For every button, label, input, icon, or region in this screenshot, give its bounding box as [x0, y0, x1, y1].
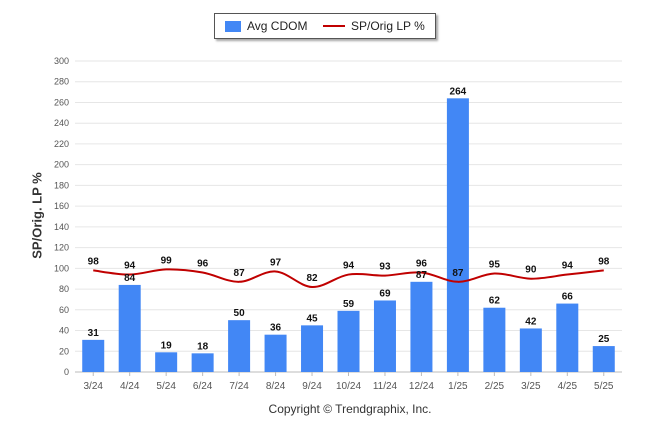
y-tick-label: 120 — [54, 243, 69, 253]
bar-value-label: 264 — [450, 86, 467, 97]
y-tick-label: 300 — [54, 56, 69, 66]
y-tick-label: 240 — [54, 118, 69, 128]
x-tick-label: 8/24 — [266, 381, 286, 392]
line-value-label: 99 — [161, 255, 173, 266]
y-tick-label: 280 — [54, 77, 69, 87]
y-tick-label: 80 — [59, 284, 69, 294]
y-tick-label: 260 — [54, 97, 69, 107]
x-tick-label: 5/24 — [156, 381, 176, 392]
bar-5/25[interactable] — [592, 346, 615, 372]
bar-12/24[interactable] — [410, 281, 433, 372]
bar-11/24[interactable] — [373, 300, 396, 372]
bar-1/25[interactable] — [446, 98, 469, 372]
gridlines — [75, 60, 622, 373]
legend-item-avg-cdom[interactable]: Avg CDOM — [225, 19, 307, 33]
line-value-label: 82 — [306, 273, 318, 284]
line-value-label: 95 — [489, 260, 501, 271]
x-tick-label: 7/24 — [229, 381, 249, 392]
y-tick-label: 160 — [54, 201, 69, 211]
legend: Avg CDOM SP/Orig LP % — [214, 13, 436, 39]
bar-value-label: 31 — [88, 328, 100, 339]
bar-7/24[interactable] — [228, 320, 251, 372]
bar-value-label: 62 — [489, 296, 501, 307]
line-value-label: 98 — [88, 256, 100, 267]
bar-9/24[interactable] — [301, 325, 324, 372]
bar-value-label: 50 — [234, 308, 246, 319]
bar-4/24[interactable] — [118, 284, 141, 372]
line-value-label: 90 — [525, 265, 537, 276]
x-tick-label: 4/25 — [558, 381, 578, 392]
bar-value-label: 66 — [562, 292, 574, 303]
bar-value-label: 45 — [306, 313, 318, 324]
y-axis-title: SP/Orig. LP % — [29, 172, 45, 259]
line-value-label: 94 — [124, 261, 136, 272]
x-tick-label: 2/25 — [485, 381, 505, 392]
y-tick-label: 100 — [54, 263, 69, 273]
x-tick-label: 6/24 — [193, 381, 213, 392]
line-value-label: 87 — [452, 268, 464, 279]
bar-3/24[interactable] — [82, 339, 105, 372]
line-value-label: 94 — [343, 261, 355, 272]
legend-bar-label: Avg CDOM — [247, 19, 308, 33]
y-tick-label: 220 — [54, 139, 69, 149]
x-tick-label: 9/24 — [302, 381, 322, 392]
line-value-label: 93 — [379, 262, 391, 273]
bar-value-label: 69 — [379, 288, 391, 299]
bar-6/24[interactable] — [191, 353, 214, 372]
line-series — [93, 268, 604, 288]
bar-value-label: 36 — [270, 323, 282, 334]
bar-3/25[interactable] — [519, 328, 542, 372]
bar-8/24[interactable] — [264, 334, 287, 372]
line-value-label: 97 — [270, 257, 282, 268]
line-value-label: 96 — [416, 258, 428, 269]
line-value-label: 87 — [234, 268, 246, 279]
x-tick-label: 3/24 — [83, 381, 103, 392]
bar-value-label: 18 — [197, 341, 209, 352]
sp-orig-lp-line[interactable] — [93, 268, 604, 288]
x-tick-label: 10/24 — [336, 381, 361, 392]
bar-4/25[interactable] — [556, 303, 579, 372]
bar-value-label: 42 — [525, 316, 537, 327]
x-tick-label: 3/25 — [521, 381, 541, 392]
line-value-label: 96 — [197, 258, 209, 269]
y-tick-label: 0 — [64, 367, 69, 377]
legend-line-label: SP/Orig LP % — [351, 19, 425, 33]
x-tick-label: 1/25 — [448, 381, 468, 392]
y-tick-label: 200 — [54, 160, 69, 170]
x-tick-label: 4/24 — [120, 381, 140, 392]
x-tick-label: 12/24 — [409, 381, 434, 392]
y-tick-label: 180 — [54, 180, 69, 190]
bar-2/25[interactable] — [483, 307, 506, 372]
legend-bar-swatch — [225, 20, 241, 32]
legend-line-swatch — [323, 25, 345, 27]
y-tick-label: 60 — [59, 305, 69, 315]
copyright-footer: Copyright © Trendgraphix, Inc. — [268, 402, 432, 416]
x-tick-label: 5/25 — [594, 381, 614, 392]
line-value-label: 98 — [598, 256, 610, 267]
bar-value-label: 87 — [416, 270, 428, 281]
bar-value-label: 25 — [598, 334, 610, 345]
bar-value-label: 59 — [343, 299, 355, 310]
legend-item-sp-orig-lp[interactable]: SP/Orig LP % — [323, 19, 425, 33]
bar-5/24[interactable] — [155, 352, 178, 372]
line-value-label: 94 — [562, 261, 574, 272]
bar-value-label: 84 — [124, 273, 136, 284]
x-tick-label: 11/24 — [373, 381, 398, 392]
y-tick-label: 20 — [59, 346, 69, 356]
bar-value-label: 19 — [161, 340, 173, 351]
y-tick-label: 140 — [54, 222, 69, 232]
bar-10/24[interactable] — [337, 310, 360, 372]
bar-series — [82, 98, 615, 372]
y-tick-label: 40 — [59, 326, 69, 336]
